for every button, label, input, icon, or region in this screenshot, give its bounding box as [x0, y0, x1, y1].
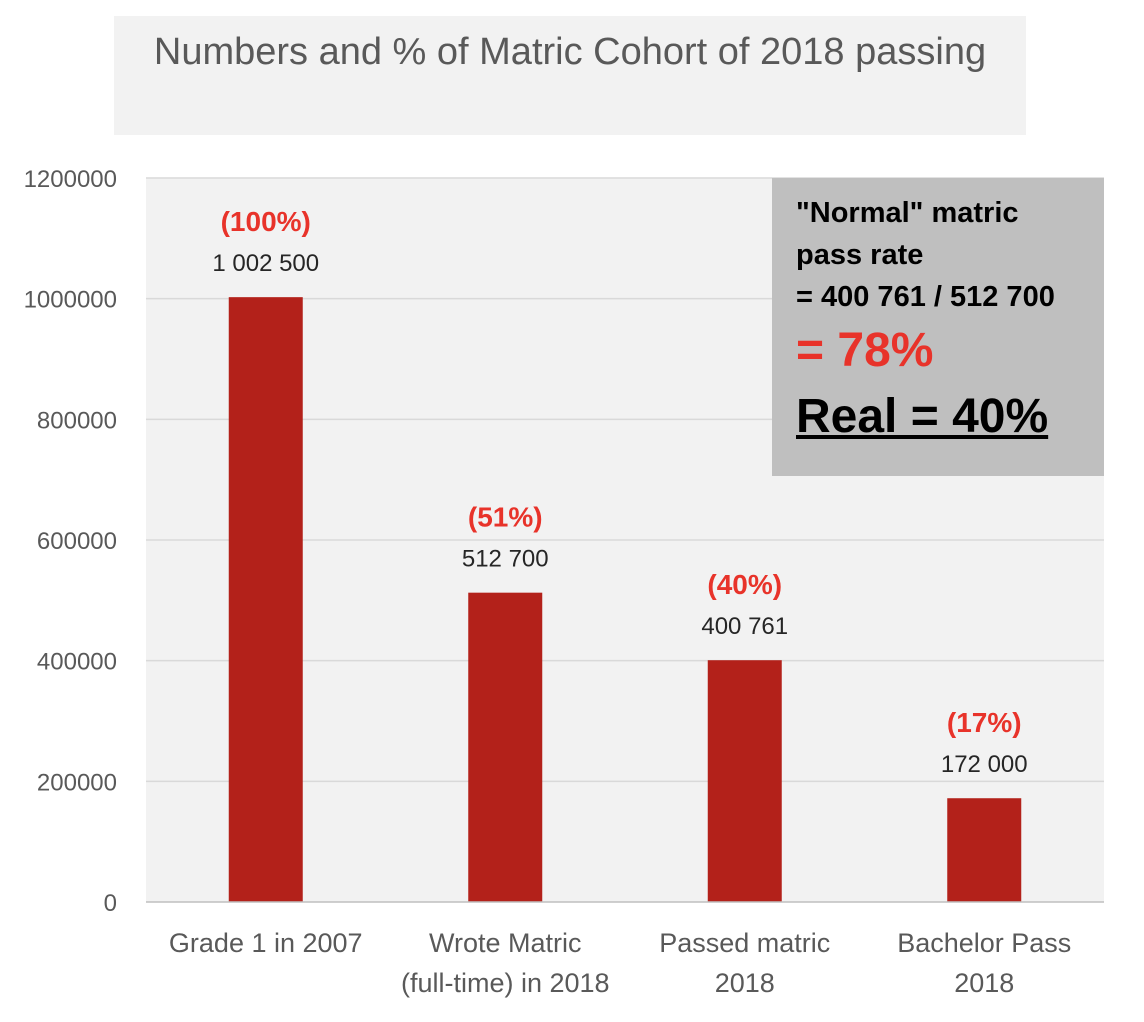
y-tick-label-2: 400000: [37, 649, 117, 676]
percent-label-0: (100%): [221, 206, 311, 237]
value-label-3: 172 000: [941, 751, 1028, 778]
y-axis-ticks: 0 200000 400000 600000 800000 1000000 1200000: [24, 166, 117, 917]
x-category-label-3-1: 2018: [954, 968, 1014, 998]
callout-normal-percent: = 78%: [796, 324, 934, 377]
percent-label-2: (40%): [707, 569, 782, 600]
bar-3: [947, 798, 1022, 902]
x-category-label-0-0: Grade 1 in 2007: [169, 928, 363, 958]
value-label-1: 512 700: [462, 546, 549, 573]
y-tick-label-4: 800000: [37, 407, 117, 434]
y-tick-label-0: 0: [104, 890, 117, 917]
data-labels: 1 002 500 (100%) 512 700 (51%) 400 761 (40%) 1…: [212, 206, 1027, 778]
value-label-2: 400 761: [701, 613, 788, 640]
x-category-label-1-1: (full-time) in 2018: [401, 968, 610, 998]
x-category-label-3-0: Bachelor Pass: [897, 928, 1071, 958]
value-label-0: 1 002 500: [212, 250, 319, 277]
bar-0: [228, 297, 303, 902]
x-category-label-1-0: Wrote Matric: [429, 928, 582, 958]
y-tick-label-1: 200000: [37, 769, 117, 796]
callout-line-pass-rate: pass rate: [796, 239, 924, 271]
percent-label-3: (17%): [947, 707, 1022, 738]
percent-label-1: (51%): [468, 502, 543, 533]
pass-rate-callout: "Normal" matric pass rate = 400 761 / 51…: [772, 178, 1104, 476]
bars: [228, 297, 1022, 902]
y-tick-label-5: 1000000: [24, 287, 117, 314]
callout-line-formula: = 400 761 / 512 700: [796, 281, 1055, 313]
bar-2: [707, 660, 782, 902]
y-tick-label-6: 1200000: [24, 166, 117, 193]
callout-real-percent: Real = 40%: [796, 390, 1049, 443]
x-category-label-2-1: 2018: [715, 968, 775, 998]
x-axis-categories: Grade 1 in 2007 Wrote Matric (full-time) i…: [169, 928, 1071, 998]
x-category-label-2-0: Passed matric: [659, 928, 830, 958]
bar-1: [468, 592, 543, 902]
y-tick-label-3: 600000: [37, 528, 117, 555]
title-box: Numbers and % of Matric Cohort of 2018 p…: [114, 16, 1026, 135]
callout-line-normal: "Normal" matric: [796, 197, 1019, 229]
chart-title: Numbers and % of Matric Cohort of 2018 p…: [153, 31, 987, 73]
